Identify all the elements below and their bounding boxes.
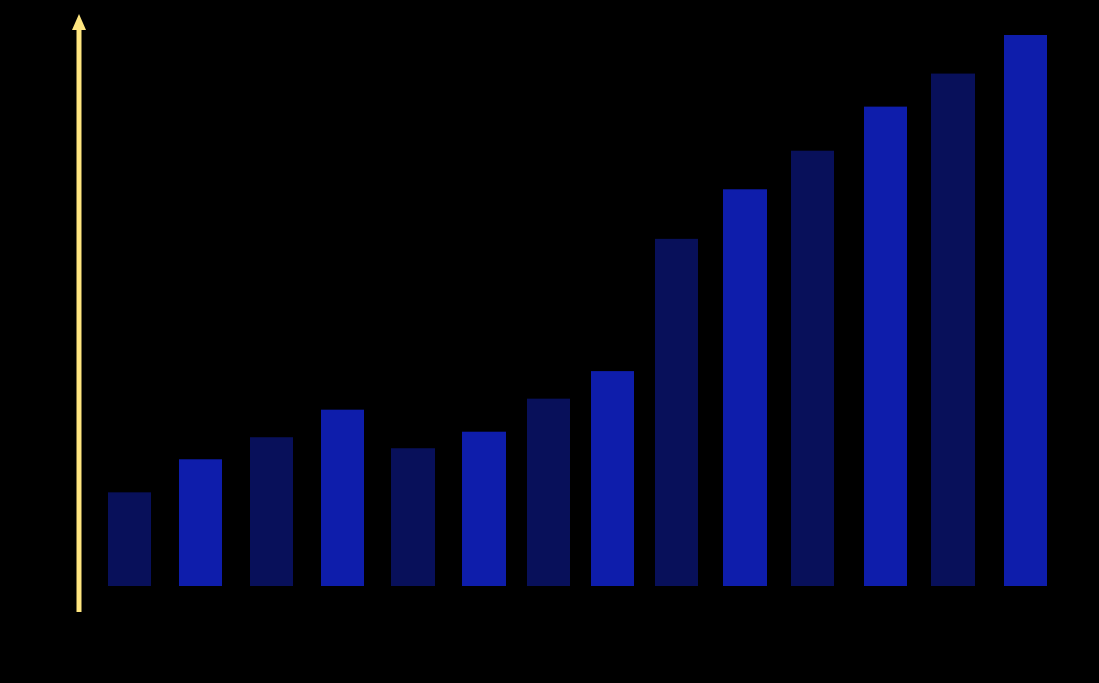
bar-3 <box>250 437 293 586</box>
bar-7 <box>527 398 570 586</box>
bar-11 <box>791 150 834 586</box>
bar-2 <box>179 459 222 586</box>
bar-9 <box>655 238 698 586</box>
bar-13 <box>931 73 975 586</box>
bar-12 <box>864 106 907 586</box>
bar-6 <box>462 431 506 586</box>
bar-4 <box>321 409 364 586</box>
y-axis-arrow-icon <box>72 14 86 30</box>
bar-10 <box>723 189 767 586</box>
bar-8 <box>591 371 634 586</box>
bar-14 <box>1004 35 1047 586</box>
bar-5 <box>391 448 435 586</box>
bar-1 <box>108 492 151 586</box>
bars-group <box>108 35 1047 586</box>
